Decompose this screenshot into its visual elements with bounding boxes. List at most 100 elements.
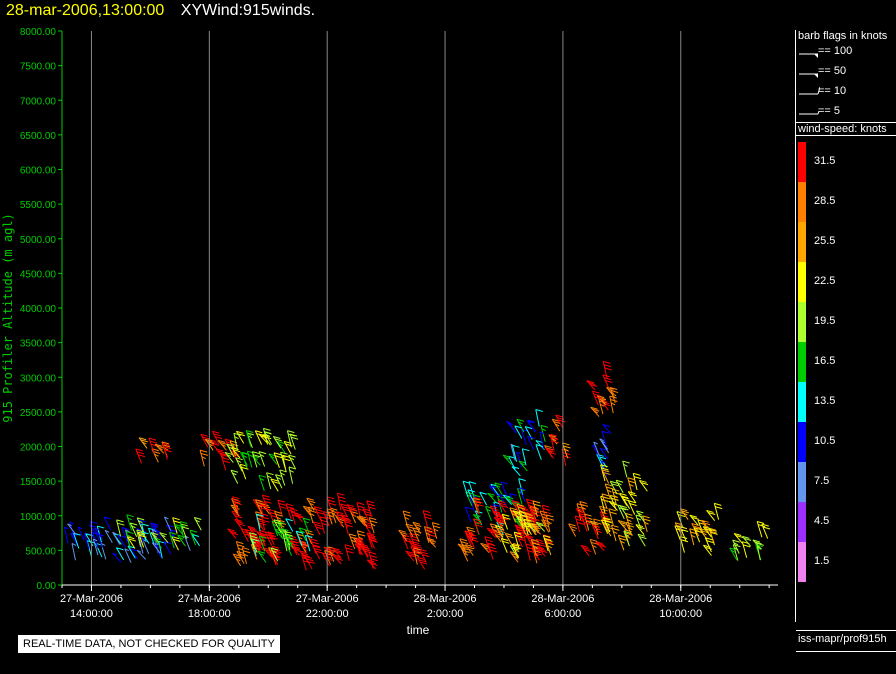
wind-barb-flag [433, 528, 439, 532]
wind-barb [179, 521, 185, 539]
wind-barb-flag [171, 529, 179, 533]
wind-barb-flag [128, 538, 137, 542]
wind-barb-flag [201, 456, 207, 460]
wind-barb-flag [633, 472, 641, 476]
wind-barb [517, 488, 523, 505]
wind-barb-flag [349, 533, 357, 537]
wind-barb [635, 514, 642, 531]
wind-barb [180, 523, 188, 539]
wind-barb-flag [480, 542, 488, 546]
wind-barb-flag [256, 501, 264, 505]
wind-barb [598, 397, 604, 415]
wind-barb-flag [419, 548, 427, 552]
wind-barb [586, 380, 596, 391]
wind-barb-flag [295, 514, 303, 518]
wind-barb [487, 543, 494, 560]
wind-barb-flag [636, 510, 644, 514]
wind-barb-flag [358, 536, 364, 540]
wind-barb-flag [285, 443, 293, 447]
wind-barb-flag [611, 393, 617, 397]
wind-barb [535, 522, 546, 532]
wind-barb-flag [302, 554, 310, 558]
wind-barb [625, 522, 633, 537]
wind-barb-flag [505, 532, 513, 536]
wind-barb-flag [148, 437, 157, 441]
wind-barb [282, 534, 288, 552]
wind-barb-flag [473, 494, 481, 498]
wind-barb-flag [546, 517, 555, 521]
wind-barb-flag [519, 510, 527, 514]
wind-barb [171, 536, 179, 551]
wind-barb-flag [710, 531, 718, 535]
wind-barb-flag [255, 430, 263, 434]
y-tick-label-5: 5500.00 [20, 200, 57, 211]
wind-barb [704, 537, 712, 553]
wind-barb-flag [357, 541, 365, 545]
wind-barb-flag [527, 419, 535, 423]
wind-barb-flag [308, 500, 316, 504]
wind-barb-flag [491, 507, 499, 511]
wind-barb-flag [527, 550, 535, 554]
wind-barb [729, 547, 738, 561]
wind-barb-flag [476, 503, 484, 507]
wind-barb [231, 447, 241, 459]
wind-barb-flag [104, 529, 110, 533]
wind-barb [312, 545, 321, 560]
wind-barb-flag [312, 544, 320, 548]
wind-barb [479, 492, 488, 506]
wind-barb [304, 556, 313, 570]
colorbar-swatch [798, 262, 806, 302]
wind-barb [230, 469, 239, 484]
wind-barb-flag [259, 535, 267, 539]
wind-barb [232, 553, 242, 567]
wind-barb-flag [762, 526, 771, 530]
wind-barb-flag [615, 479, 624, 483]
wind-barb-flag [258, 474, 267, 478]
wind-barb-flag [733, 544, 741, 548]
wind-barb-flag [303, 505, 311, 509]
wind-barb-flag [136, 549, 142, 553]
wind-barb [617, 504, 625, 519]
wind-barb-flag [517, 488, 525, 491]
wind-barb-flag [599, 505, 607, 509]
wind-barb-flag [67, 523, 72, 527]
wind-barb [285, 534, 294, 549]
wind-barb [518, 487, 526, 503]
wind-barb-flag [468, 548, 473, 552]
wind-barb-flag [496, 534, 501, 538]
wind-barb-flag [474, 521, 482, 525]
wind-barb [636, 510, 645, 523]
wind-barb-flag [326, 508, 335, 512]
wind-barb-flag [258, 451, 267, 455]
wind-barb-flag [288, 454, 296, 458]
wind-barb-flag [633, 476, 642, 480]
wind-barb-flag [234, 502, 242, 506]
wind-barb [86, 540, 93, 558]
wind-barb [234, 519, 244, 531]
wind-barb-flag [69, 521, 74, 525]
wind-barb [273, 452, 280, 468]
wind-barb-flag [226, 454, 231, 457]
wind-barb-flag [700, 530, 709, 534]
wind-barb [511, 466, 521, 477]
wind-barb-flag [242, 550, 251, 554]
wind-barb-flag [330, 507, 338, 511]
wind-barb-flag [335, 511, 344, 515]
wind-barb [603, 524, 612, 537]
wind-barb-flag [149, 440, 158, 444]
wind-barb [112, 552, 122, 563]
wind-barb-flag [495, 484, 501, 488]
wind-barb-flag [140, 439, 148, 443]
wind-barb-flag [267, 536, 276, 540]
wind-barb-flag [235, 558, 241, 562]
wind-barb [609, 480, 618, 495]
wind-barb-flag [261, 507, 269, 511]
wind-barb-flag [221, 443, 226, 447]
wind-barb-flag [729, 547, 737, 551]
wind-barb [525, 543, 531, 561]
wind-barb-flag [603, 499, 609, 503]
wind-barb [220, 454, 227, 471]
wind-barb-flag [173, 538, 181, 542]
wind-barb-flag [369, 517, 377, 521]
wind-barb [419, 549, 427, 563]
